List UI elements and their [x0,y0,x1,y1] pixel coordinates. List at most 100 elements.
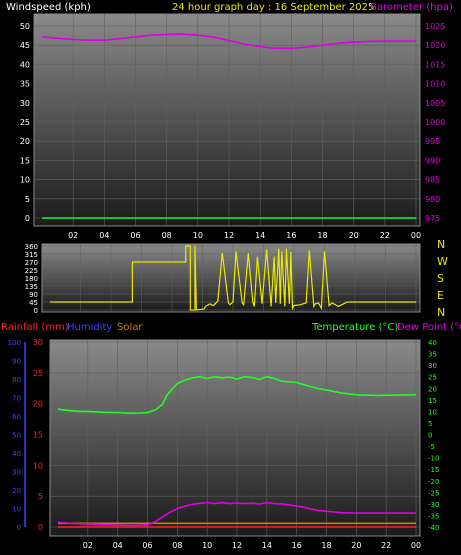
barometer-tick-label: 1000 [425,118,445,127]
barometer-tick-label: 1010 [425,80,445,89]
windspeed-tick-label: 45 [20,41,30,50]
humidity-tick-label: 40 [12,450,21,458]
humidity-tick-label: 50 [12,432,21,440]
temperature-tick-label: -30 [428,501,439,509]
barometer-tick-label: 1020 [425,41,445,50]
compass-n-top: N [437,238,445,251]
x-tick-label-bottom: 08 [172,541,182,550]
temperature-tick-label: -20 [428,478,439,486]
temperature-tick-label: -35 [428,512,439,520]
x-tick-label-bottom: 22 [381,541,391,550]
x-tick-label-top: 18 [317,231,327,240]
direction-tick-label: 0 [34,307,38,315]
humidity-tick-label: 20 [12,487,21,495]
x-tick-label-bottom: 20 [351,541,361,550]
x-tick-label-top: 12 [224,231,234,240]
rainfall-tick-label: 5 [38,492,43,501]
temperature-tick-label: -10 [428,455,439,463]
compass-n-bottom: N [437,306,445,319]
temperature-tick-label: 20 [428,385,437,393]
temperature-tick-label: 30 [428,362,437,370]
direction-tick-label: 360 [25,243,38,251]
direction-tick-label: 135 [25,283,38,291]
x-tick-label-top: 16 [286,231,296,240]
rainfall-tick-label: 30 [33,338,43,347]
windspeed-tick-label: 35 [20,80,30,89]
compass-labels: N W S E N [437,238,448,319]
humidity-axis-label: Humidity [67,322,112,333]
rainfall-tick-label: 15 [33,431,43,440]
direction-tick-label: 45 [29,299,38,307]
x-tick-label-top: 20 [349,231,359,240]
barometer-tick-label: 990 [425,156,440,165]
temperature-tick-label: 35 [428,351,437,359]
rainfall-tick-label: 0 [38,523,43,532]
barometer-tick-label: 1005 [425,99,445,108]
direction-tick-label: 180 [25,275,38,283]
x-tick-label-top: 00 [411,231,421,240]
humidity-tick-label: 90 [12,358,21,366]
dewpoint-line [57,501,416,527]
x-tick-label-top: 08 [162,231,172,240]
barometer-tick-label: 995 [425,137,440,146]
barometer-line [41,33,416,50]
temperature-tick-label: -40 [428,524,439,532]
windspeed-tick-label: 10 [20,176,30,185]
temperature-tick-label: -25 [428,489,439,497]
temperature-tick-label: 25 [428,374,437,382]
temperature-tick-label: 10 [428,408,437,416]
barometer-axis-label: Barometer (hpa) [370,2,453,13]
x-tick-label-bottom: 04 [113,541,123,550]
windspeed-tick-label: 30 [20,99,30,108]
bottom-plot-area [49,339,421,537]
temperature-tick-label: 40 [428,339,437,347]
x-tick-label-top: 06 [130,231,140,240]
wind-direction-line [50,245,416,311]
x-tick-label-bottom: 12 [232,541,242,550]
barometer-tick-label: 985 [425,176,440,185]
temperature-line [57,375,417,415]
top-plot-area [33,13,421,227]
rainfall-tick-label: 25 [33,369,43,378]
dewpoint-axis-label: Dew Point (°C) [397,322,461,333]
windspeed-tick-label: 0 [25,214,30,223]
windspeed-tick-label: 50 [20,22,30,31]
x-tick-label-bottom: 16 [292,541,302,550]
rainfall-axis-label: Rainfall (mm) [1,322,69,333]
rainfall-tick-label: 20 [33,400,43,409]
temperature-tick-label: -5 [428,443,435,451]
humidity-tick-label: 80 [12,376,21,384]
direction-tick-label: 315 [25,251,38,259]
humidity-tick-label: 10 [12,506,21,514]
x-tick-label-bottom: 10 [202,541,212,550]
rainfall-tick-label: 10 [33,461,43,470]
temperature-axis-label: Temperature (°C) [311,322,398,333]
x-tick-label-bottom: 14 [262,541,272,550]
barometer-tick-label: 975 [425,214,440,223]
temperature-tick-label: 15 [428,397,437,405]
humidity-tick-label: 70 [12,395,21,403]
windspeed-tick-label: 5 [25,195,30,204]
windspeed-axis-label: Windspeed (kph) [6,2,91,13]
compass-w: W [437,255,448,268]
direction-tick-label: 90 [29,291,38,299]
x-tick-label-top: 14 [255,231,265,240]
windspeed-tick-label: 25 [20,118,30,127]
humidity-tick-label: 0 [17,524,21,532]
x-tick-label-top: 10 [193,231,203,240]
compass-s: S [437,272,444,285]
temperature-tick-label: 0 [428,432,432,440]
windspeed-tick-label: 40 [20,60,30,69]
x-tick-label-bottom: 00 [411,541,421,550]
solar-axis-label: Solar [117,322,143,333]
humidity-tick-label: 30 [12,469,21,477]
x-tick-label-top: 04 [99,231,109,240]
barometer-tick-label: 980 [425,195,440,204]
windspeed-tick-label: 20 [20,137,30,146]
chart-marks: 0510152025303540455097598098599099510001… [8,14,445,550]
compass-e: E [437,289,444,302]
chart-title: 24 hour graph day : 16 September 2025 [172,2,374,13]
x-tick-label-bottom: 06 [142,541,152,550]
x-tick-label-top: 02 [68,231,78,240]
direction-tick-label: 270 [25,259,38,267]
